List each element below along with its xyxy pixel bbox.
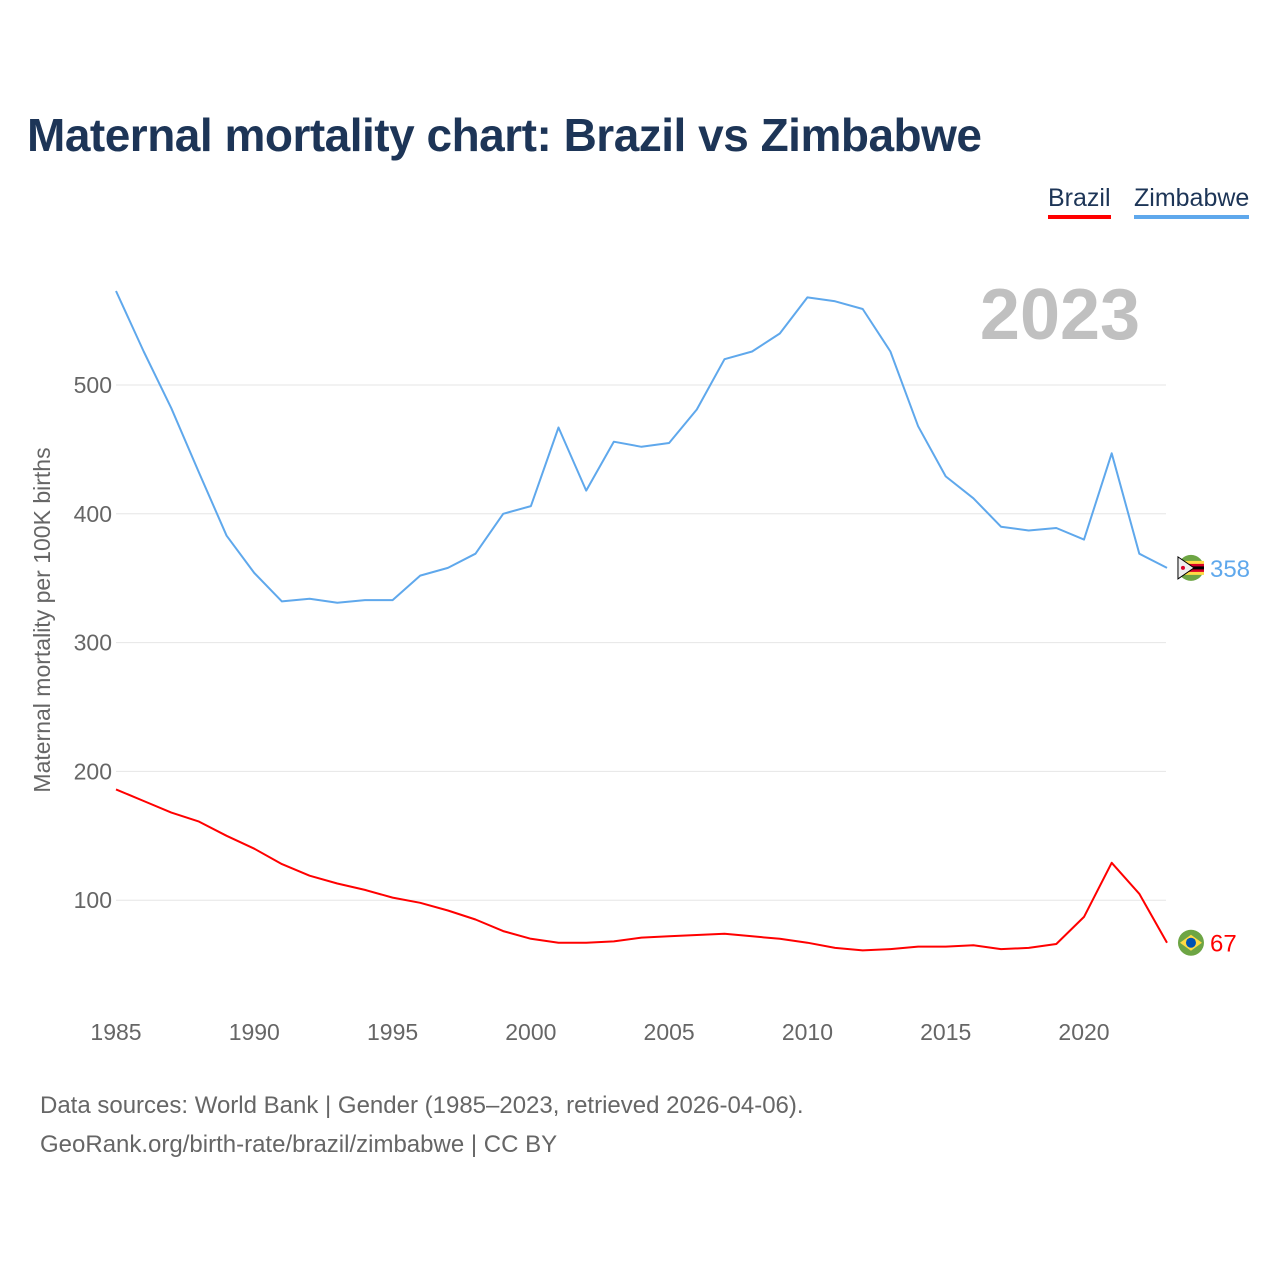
y-tick-label: 400 (74, 501, 112, 527)
flag-globe (1185, 937, 1196, 948)
footer-sources: Data sources: World Bank | Gender (1985–… (40, 1092, 804, 1119)
flag-triangle (1177, 555, 1195, 580)
x-tick-label: 1985 (90, 1019, 141, 1045)
chart-title: Maternal mortality chart: Brazil vs Zimb… (27, 109, 982, 161)
footer-link[interactable]: GeoRank.org/birth-rate/brazil/zimbabwe |… (40, 1131, 558, 1158)
y-tick-label: 100 (74, 887, 112, 913)
x-tick-label: 2010 (782, 1019, 833, 1045)
x-tick-label: 2005 (644, 1019, 695, 1045)
x-tick-label: 2000 (505, 1019, 556, 1045)
x-tick-label: 2015 (920, 1019, 971, 1045)
y-tick-label: 500 (74, 372, 112, 398)
x-tick-label: 2020 (1058, 1019, 1109, 1045)
legend-brazil[interactable]: Brazil (1048, 184, 1111, 219)
flag-zimbabwe-icon (1177, 554, 1204, 581)
y-tick-label: 200 (74, 758, 112, 784)
x-tick-label: 1990 (229, 1019, 280, 1045)
footer: Data sources: World Bank | Gender (1985–… (40, 1086, 804, 1164)
y-tick-label: 300 (74, 630, 112, 656)
x-tick-label: 1995 (367, 1019, 418, 1045)
y-axis-label: Maternal mortality per 100K births (29, 447, 55, 792)
legend-zimbabwe[interactable]: Zimbabwe (1134, 184, 1250, 219)
end-label-brazil: 67 (1210, 931, 1237, 958)
year-label: 2023 (980, 275, 1140, 355)
flag-star (1180, 565, 1185, 570)
series-line-brazil (115, 788, 1168, 952)
end-label-zimbabwe: 358 (1210, 556, 1250, 583)
flag-brazil-icon (1177, 929, 1204, 956)
series-line-zimbabwe (115, 290, 1168, 604)
